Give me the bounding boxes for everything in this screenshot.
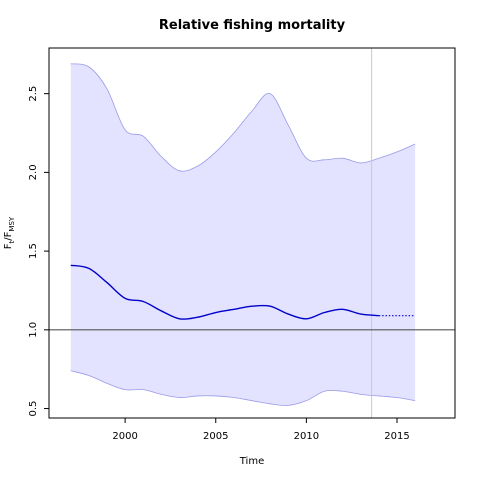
y-tick-label: 2.0 (28, 164, 39, 180)
y-axis-label-sub2: MSY (8, 216, 16, 231)
y-tick-label: 1.0 (28, 322, 39, 338)
y-axis-label: Ft/FMSY (3, 216, 16, 249)
x-tick-label: 2000 (112, 431, 137, 442)
lower-ci-line (70, 370, 416, 406)
plot-area (49, 48, 455, 418)
y-axis: 0.5 1.0 1.5 2.0 2.5 (28, 86, 49, 417)
y-axis-label-sep: /F (3, 231, 14, 240)
x-tick-label: 2015 (384, 431, 409, 442)
plot-border (48, 47, 456, 419)
y-tick-label: 0.5 (28, 401, 39, 417)
x-axis: 2000 2005 2010 2015 (112, 418, 410, 442)
upper-ci-line (70, 63, 416, 172)
chart-title: Relative fishing mortality (159, 18, 346, 33)
x-tick-label: 2005 (203, 431, 228, 442)
y-axis-label-sub1: t (8, 240, 16, 243)
x-tick-label: 2010 (294, 431, 319, 442)
x-axis-label: Time (239, 456, 264, 467)
y-axis-label-main: F (3, 243, 14, 249)
y-tick-label: 2.5 (28, 86, 39, 102)
estimate-line (70, 264, 379, 320)
confidence-band (70, 63, 416, 406)
y-tick-label: 1.5 (28, 243, 39, 259)
